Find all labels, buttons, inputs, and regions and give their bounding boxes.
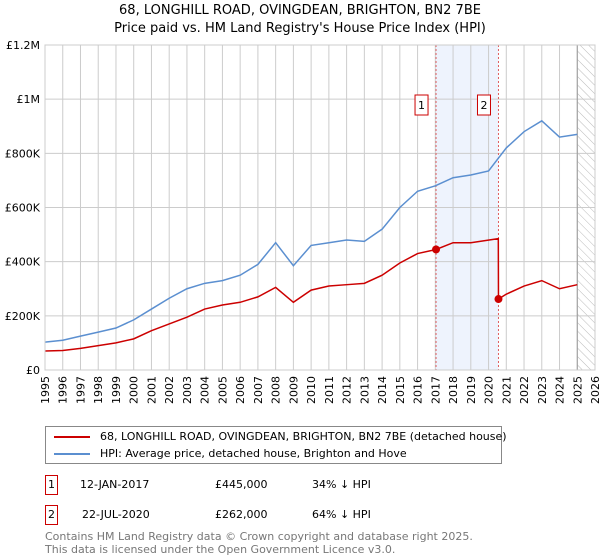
marker-box xyxy=(414,94,429,116)
chart-subtitle: Price paid vs. HM Land Registry's House … xyxy=(114,21,486,36)
marker-label: 1 xyxy=(418,99,425,112)
x-tick-label: 2019 xyxy=(465,376,478,404)
x-tick-label: 2003 xyxy=(181,376,194,404)
marker-badge: 1 xyxy=(45,475,58,495)
y-tick-label: £400K xyxy=(5,256,41,269)
x-tick-label: 2008 xyxy=(270,376,283,404)
x-tick-label: 2006 xyxy=(234,376,247,404)
y-tick-label: £1.2M xyxy=(6,39,40,52)
transaction-hpi: 34% ↓ HPI xyxy=(312,478,371,491)
legend-property: 68, LONGHILL ROAD, OVINGDEAN, BRIGHTON, … xyxy=(100,430,507,443)
footer-line1: Contains HM Land Registry data © Crown c… xyxy=(45,530,473,543)
transaction-date: 12-JAN-2017 xyxy=(80,478,150,491)
x-tick-label: 2016 xyxy=(412,376,425,404)
transaction-price: £262,000 xyxy=(215,508,268,521)
x-tick-label: 2025 xyxy=(571,376,584,404)
x-tick-label: 1998 xyxy=(92,376,105,404)
transaction-date: 22-JUL-2020 xyxy=(82,508,150,521)
marker-box xyxy=(476,94,491,116)
transaction-row: 2 22-JUL-2020 £262,000 64% ↓ HPI xyxy=(45,505,445,525)
y-tick-label: £800K xyxy=(5,147,41,160)
x-tick-label: 2011 xyxy=(323,376,336,404)
x-tick-label: 2015 xyxy=(394,376,407,404)
sale-point xyxy=(494,295,503,304)
x-tick-label: 2001 xyxy=(145,376,158,404)
x-tick-label: 1999 xyxy=(110,376,123,404)
transaction-row: 1 12-JAN-2017 £445,000 34% ↓ HPI xyxy=(45,475,445,495)
legend-hpi: HPI: Average price, detached house, Brig… xyxy=(100,447,407,460)
plot-border xyxy=(44,44,596,371)
x-tick-label: 2002 xyxy=(163,376,176,404)
transaction-price: £445,000 xyxy=(215,478,268,491)
x-tick-label: 2004 xyxy=(199,376,212,404)
x-tick-label: 2021 xyxy=(500,376,513,404)
x-tick-label: 2020 xyxy=(483,376,496,404)
x-tick-label: 2017 xyxy=(429,376,442,404)
chart-title: 68, LONGHILL ROAD, OVINGDEAN, BRIGHTON, … xyxy=(119,3,481,18)
x-tick-label: 1995 xyxy=(39,376,52,404)
x-tick-label: 2012 xyxy=(341,376,354,404)
legend: 68, LONGHILL ROAD, OVINGDEAN, BRIGHTON, … xyxy=(45,426,507,464)
x-tick-label: 2000 xyxy=(128,376,141,404)
x-tick-label: 2013 xyxy=(358,376,371,404)
transaction-hpi: 64% ↓ HPI xyxy=(312,508,371,521)
marker-label: 2 xyxy=(480,99,487,112)
x-tick-label: 2023 xyxy=(536,376,549,404)
marker-badge: 2 xyxy=(45,505,58,525)
x-tick-label: 2007 xyxy=(252,376,265,404)
legend-red-line xyxy=(54,435,90,438)
x-tick-label: 2009 xyxy=(287,376,300,404)
x-tick-label: 2005 xyxy=(216,376,229,404)
x-tick-label: 2026 xyxy=(589,376,600,404)
x-tick-label: 2014 xyxy=(376,376,389,404)
x-tick-label: 2018 xyxy=(447,376,460,404)
x-tick-label: 2010 xyxy=(305,376,318,404)
sale-point xyxy=(432,245,441,254)
x-tick-label: 2022 xyxy=(518,376,531,404)
footer: Contains HM Land Registry data © Crown c… xyxy=(45,530,473,556)
y-tick-label: £1M xyxy=(17,93,41,106)
footer-line2: This data is licensed under the Open Gov… xyxy=(45,543,396,556)
legend-blue-line xyxy=(54,452,90,455)
y-tick-label: £200K xyxy=(5,310,41,323)
x-tick-label: 2024 xyxy=(554,376,567,404)
x-tick-label: 1997 xyxy=(74,376,87,404)
x-tick-label: 1996 xyxy=(57,376,70,404)
y-tick-label: £600K xyxy=(5,202,41,215)
y-tick-label: £0 xyxy=(26,364,40,377)
property-line xyxy=(44,237,578,352)
hpi-line xyxy=(44,119,578,343)
price-chart: 1995 1996 1997 1998 1999 2000 2001 2002 2003 2004… xyxy=(5,39,600,404)
